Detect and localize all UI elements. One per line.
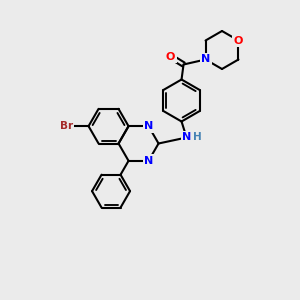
Text: N: N [201, 55, 210, 64]
Text: H: H [193, 133, 202, 142]
Text: N: N [144, 156, 153, 166]
Text: N: N [144, 121, 153, 131]
Text: O: O [166, 52, 175, 61]
Text: N: N [182, 133, 191, 142]
Text: O: O [234, 35, 243, 46]
Text: Br: Br [60, 121, 73, 131]
